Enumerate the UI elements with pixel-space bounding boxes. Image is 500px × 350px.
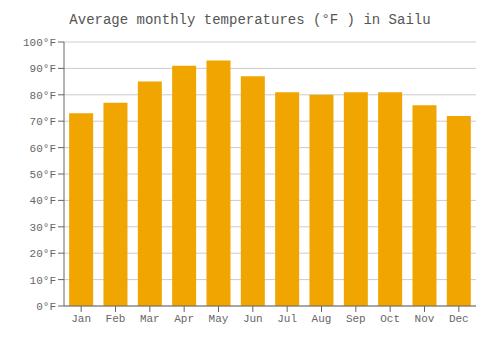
svg-text:50°F: 50°F — [30, 169, 56, 181]
svg-text:Sep: Sep — [346, 313, 366, 325]
svg-text:Aug: Aug — [312, 313, 332, 325]
svg-text:Apr: Apr — [174, 313, 194, 325]
svg-text:30°F: 30°F — [30, 222, 56, 234]
svg-text:Oct: Oct — [380, 313, 400, 325]
svg-text:70°F: 70°F — [30, 116, 56, 128]
svg-text:20°F: 20°F — [30, 248, 56, 260]
svg-text:Jul: Jul — [277, 313, 297, 325]
svg-text:Feb: Feb — [106, 313, 126, 325]
svg-text:80°F: 80°F — [30, 90, 56, 102]
svg-text:40°F: 40°F — [30, 195, 56, 207]
svg-text:100°F: 100°F — [23, 37, 56, 49]
svg-text:0°F: 0°F — [36, 301, 56, 313]
svg-text:Jun: Jun — [243, 313, 263, 325]
svg-text:10°F: 10°F — [30, 275, 56, 287]
svg-text:May: May — [209, 313, 229, 325]
svg-text:60°F: 60°F — [30, 143, 56, 155]
svg-text:90°F: 90°F — [30, 63, 56, 75]
svg-text:Dec: Dec — [449, 313, 469, 325]
svg-text:Nov: Nov — [415, 313, 435, 325]
html-text:Average monthly temperatures (: Average monthly temperatures (°F ) in Sa… — [69, 12, 431, 28]
svg-text:Mar: Mar — [140, 313, 160, 325]
svg-text:Jan: Jan — [71, 313, 91, 325]
